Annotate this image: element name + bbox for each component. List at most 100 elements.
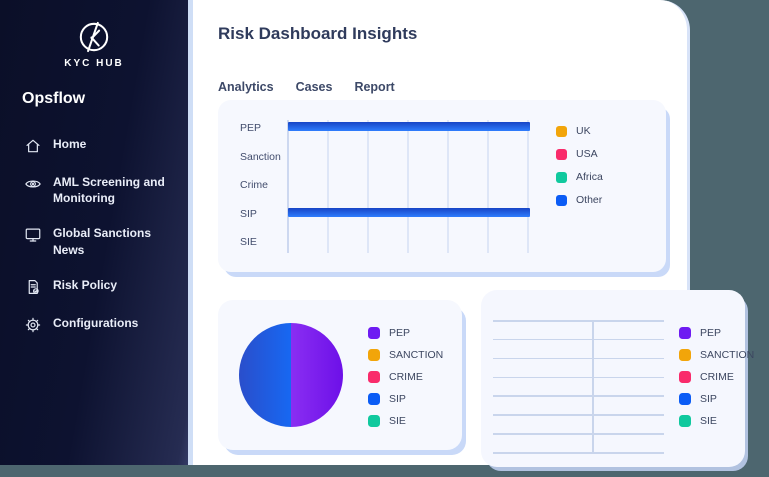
- bar-category-label: SIE: [240, 236, 257, 249]
- legend-item-sie: SIE: [368, 415, 443, 427]
- legend-item-africa: Africa: [556, 171, 603, 183]
- legend-item-sip: SIP: [368, 393, 443, 405]
- bar-category-label: SIP: [240, 207, 257, 220]
- kychub-logo-icon: [79, 21, 109, 53]
- legend-swatch: [679, 415, 691, 427]
- legend-swatch: [556, 171, 567, 183]
- pie-chart: [239, 323, 343, 427]
- legend-item-pep: PEP: [368, 327, 443, 339]
- bar-chart-category-axis: PEP Sanction Crime SIP SIE: [240, 100, 286, 272]
- legend-swatch: [679, 393, 691, 405]
- legend-label: CRIME: [389, 371, 423, 383]
- legend-item-sanction: SANCTION: [679, 349, 754, 361]
- bar-pep: [288, 122, 530, 131]
- legend-item-uk: UK: [556, 125, 603, 137]
- brand-logo[interactable]: KYC HUB: [0, 20, 188, 69]
- table-chart-card: PEP SANCTION CRIME SIP SIE: [481, 290, 754, 467]
- tab-analytics[interactable]: Analytics: [218, 80, 274, 94]
- legend-item-sip: SIP: [679, 393, 754, 405]
- sidebar-item-label: AML Screening and Monitoring: [53, 175, 165, 206]
- bar-category-label: PEP: [240, 122, 262, 134]
- pie-slice-left: [239, 323, 291, 427]
- legend-label: PEP: [389, 327, 411, 339]
- gridline: [447, 120, 449, 253]
- legend-label: SIP: [700, 393, 717, 405]
- legend-label: UK: [576, 125, 591, 137]
- app-title: Opsflow: [22, 90, 86, 107]
- document-check-icon: [28, 279, 39, 294]
- bar-chart-plot: [287, 120, 530, 253]
- sidebar-divider: [188, 0, 193, 465]
- table-row-line: [493, 452, 664, 454]
- legend-swatch: [679, 371, 691, 383]
- legend-swatch: [556, 194, 567, 206]
- table-row-line: [493, 414, 664, 416]
- legend-swatch: [368, 349, 380, 361]
- legend-item-crime: CRIME: [368, 371, 443, 383]
- gridline: [407, 120, 409, 253]
- legend-label: USA: [576, 148, 598, 160]
- legend-swatch: [556, 125, 567, 137]
- sidebar-item-label: Risk Policy: [53, 277, 118, 292]
- bar-category-label: Crime: [240, 179, 268, 192]
- legend-item-usa: USA: [556, 148, 603, 160]
- gridline: [527, 120, 529, 253]
- legend-item-sie: SIE: [679, 415, 754, 427]
- sidebar-nav: Home AML Screening and Monitoring Global S…: [24, 136, 185, 334]
- sidebar-item-home[interactable]: Home: [24, 136, 185, 155]
- empty-table-grid: [493, 320, 664, 454]
- gridline: [367, 120, 369, 253]
- legend-swatch: [368, 393, 380, 405]
- table-row-line: [493, 357, 664, 360]
- sidebar: KYC HUB Opsflow Home AML Screening and Mo…: [0, 0, 188, 465]
- table-chart-legend: PEP SANCTION CRIME SIP SIE: [679, 327, 754, 427]
- sidebar-item-global-sanctions-news[interactable]: Global Sanctions News: [24, 225, 185, 257]
- legend-label: PEP: [700, 327, 722, 339]
- legend-swatch: [368, 415, 380, 427]
- legend-swatch: [679, 349, 691, 361]
- page-title: Risk Dashboard Insights: [218, 24, 418, 43]
- legend-item-sanction: SANCTION: [368, 349, 443, 361]
- legend-label: SANCTION: [700, 349, 755, 361]
- legend-label: Other: [576, 194, 603, 206]
- legend-swatch: [556, 148, 567, 160]
- sidebar-item-label: Configurations: [53, 315, 139, 330]
- pie-chart-legend: PEP SANCTION CRIME SIP SIE: [368, 327, 443, 427]
- gear-icon: [25, 317, 41, 332]
- gridline: [487, 120, 489, 253]
- brand-wordmark: KYC HUB: [64, 58, 124, 69]
- legend-swatch: [368, 327, 380, 339]
- legend-label: SIP: [389, 393, 406, 405]
- legend-item-crime: CRIME: [679, 371, 754, 383]
- gridline: [327, 120, 329, 253]
- sidebar-item-aml-screening-and-monitoring[interactable]: AML Screening and Monitoring: [24, 174, 185, 206]
- sidebar-item-risk-policy[interactable]: Risk Policy: [24, 277, 185, 296]
- tab-bar: Analytics Cases Report: [218, 80, 395, 94]
- legend-swatch: [368, 371, 380, 383]
- table-row-line: [493, 395, 664, 397]
- sidebar-item-configurations[interactable]: Configurations: [24, 315, 185, 334]
- bar-sip: [288, 208, 530, 218]
- pie-slice-right: [291, 323, 343, 427]
- legend-label: CRIME: [700, 371, 734, 383]
- pie-chart-card: PEP SANCTION CRIME SIP SIE: [218, 300, 462, 450]
- legend-label: SIE: [700, 415, 717, 427]
- bar-category-label: Sanction: [240, 150, 281, 163]
- legend-label: SANCTION: [389, 349, 444, 361]
- home-icon: [26, 139, 40, 153]
- y-axis-line: [287, 120, 289, 253]
- tab-cases[interactable]: Cases: [295, 80, 333, 94]
- legend-label: SIE: [389, 415, 406, 427]
- tab-report[interactable]: Report: [354, 80, 395, 94]
- eye-icon: [25, 180, 41, 188]
- table-column-divider: [592, 320, 594, 452]
- sidebar-item-label: Global Sanctions News: [53, 226, 152, 257]
- bar-chart-legend: UK USA Africa Other: [556, 125, 603, 206]
- table-row-line: [493, 320, 664, 322]
- legend-item-pep: PEP: [679, 327, 754, 339]
- table-row-line: [493, 338, 664, 341]
- legend-label: Africa: [576, 171, 603, 183]
- table-row-line: [493, 376, 664, 379]
- bar-chart-card: PEP Sanction Crime SIP SIE UK USA Africa Other: [218, 100, 666, 272]
